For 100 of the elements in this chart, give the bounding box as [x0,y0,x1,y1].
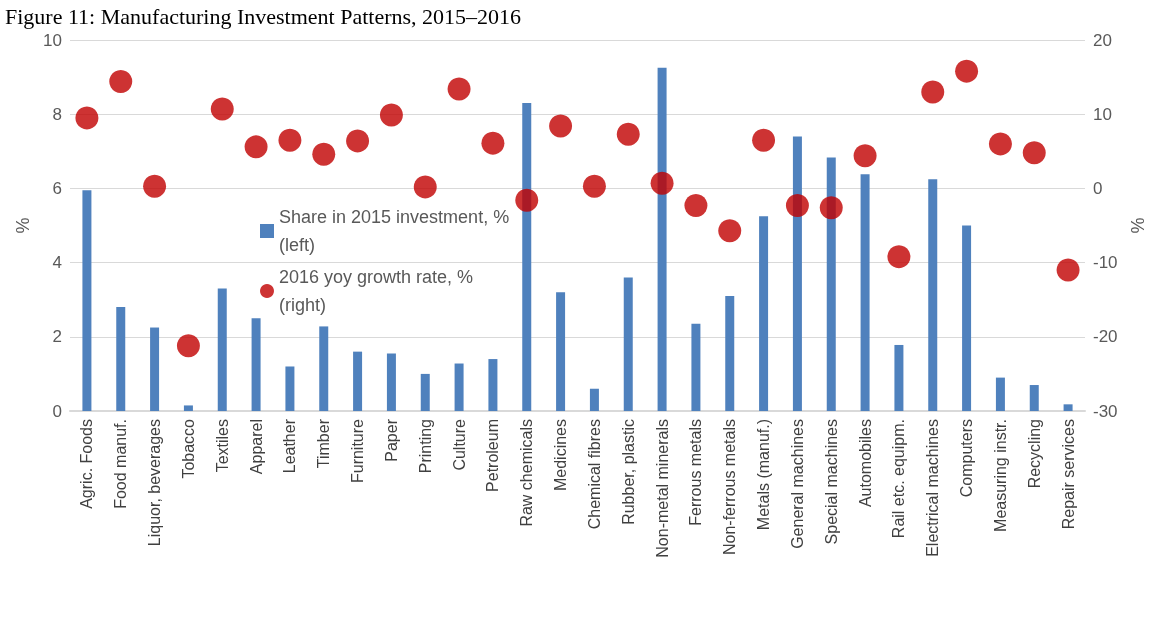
bar [1063,404,1073,411]
point [379,103,403,127]
bar [183,405,193,411]
point [244,135,268,159]
point [481,131,505,155]
y2-axis-title: % [1127,217,1148,234]
bar [522,103,532,411]
x-tick-label: Rail etc. equipm. [890,419,908,539]
point [887,245,911,269]
bar [150,327,160,411]
bar [353,351,363,411]
point [413,175,437,199]
point [616,122,640,146]
y2-tick-label: 0 [1093,178,1103,198]
x-tick-label: Petroleum [484,419,502,492]
point [447,77,471,101]
x-tick-label: Paper [382,418,400,462]
bar [556,292,566,411]
point [75,106,99,130]
x-tick-label: General machines [788,419,806,549]
point [988,132,1012,156]
point [582,174,606,198]
point [176,334,200,358]
y-axis-title: % [13,217,34,234]
x-tick-label: Apparel [247,419,265,475]
point [718,219,742,243]
x-tick-label: Tobacco [179,418,197,479]
bar [116,307,126,411]
bar [82,190,92,411]
bar [623,277,633,411]
bar [860,174,870,411]
bar [657,67,667,411]
point [819,196,843,220]
bar [217,288,227,411]
x-tick-label: Recycling [1025,419,1043,489]
bar [251,318,261,411]
bar [285,366,295,411]
y-tick-label: 8 [52,104,62,124]
point [853,144,877,168]
x-tick-label: Medicines [552,419,570,492]
y-tick-label: 6 [52,178,62,198]
point [515,188,539,212]
bar [995,377,1005,411]
legend-label: 2016 yoy growth rate, % (right) [279,267,479,315]
point [278,128,302,152]
point [143,174,167,198]
point [921,80,945,104]
x-tick-label: Special machines [822,419,840,545]
point [312,142,336,166]
bar [928,179,938,411]
chart-title: Figure 11: Manufacturing Investment Patterns, 2015–2016 [5,3,522,29]
bar [894,344,904,411]
bar [319,326,329,411]
point [785,193,809,217]
point [1056,258,1080,282]
y2-tick-label: 20 [1093,30,1112,50]
y-tick-label: 10 [43,30,62,50]
x-tick-label: Rubber, plastic [619,419,637,525]
bar [759,216,769,411]
x-tick-label: Automobiles [856,419,874,508]
x-tick-label: Non-metal minerals [653,419,671,558]
y-tick-label: 0 [52,401,62,421]
point [346,129,370,153]
point [752,128,776,152]
y2-tick-label: -10 [1093,253,1118,273]
point [549,114,573,138]
x-tick-label: Measuring instr. [991,419,1009,532]
point [650,171,674,195]
x-tick-label: Furniture [349,418,367,484]
bar [962,225,972,411]
point [210,97,234,121]
legend-label: Share in 2015 investment, % (left) [279,207,515,255]
x-tick-label: Agric. Foods [78,419,96,509]
x-tick-label: Leather [281,418,299,474]
bar [1029,385,1039,411]
bar [454,363,464,411]
x-tick-label: Repair services [1059,419,1077,530]
x-tick-label: Metals (manuf.) [755,419,773,531]
y-tick-label: 4 [52,253,62,273]
bar [826,157,836,411]
point [955,59,979,83]
x-tick-label: Computers [958,419,976,498]
y2-tick-label: -20 [1093,327,1118,347]
x-tick-label: Food manuf. [112,419,130,509]
x-tick-label: Non-ferrous metals [721,419,739,556]
bar [488,359,498,411]
bar [420,373,430,411]
bar [386,353,396,411]
x-tick-label: Printing [416,419,434,474]
bar [691,323,701,411]
x-tick-label: Electrical machines [924,419,942,557]
point [1022,141,1046,165]
bar [589,388,599,411]
x-tick-label: Timber [315,418,333,469]
point [109,70,133,94]
point [684,193,708,217]
x-tick-label: Chemical fibres [585,419,603,530]
x-tick-label: Raw chemicals [518,419,536,527]
x-tick-label: Culture [450,418,468,471]
bar [725,295,735,411]
